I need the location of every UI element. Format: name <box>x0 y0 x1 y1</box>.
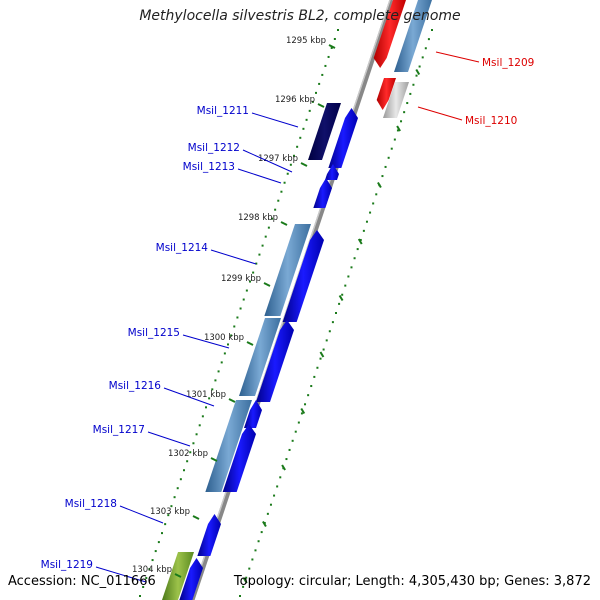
kbp-tick: 1298 kbp <box>238 213 288 226</box>
gene-label-text: Msil_1219 <box>41 559 93 571</box>
kbp-tick-mark <box>192 515 200 520</box>
gene-label-text: Msil_1209 <box>482 57 534 69</box>
kbp-tick-mark <box>246 341 254 346</box>
gene-msil-1210-arrow <box>376 78 396 110</box>
gene-msil-1215-cog <box>239 318 281 396</box>
gene-leader-line <box>182 334 230 349</box>
gene-msil-1215-arrow <box>256 320 294 402</box>
gene-label-text: Msil_1212 <box>188 142 240 154</box>
kbp-tick-mark <box>210 457 218 462</box>
kbp-tick-mark <box>328 44 336 49</box>
gene-leader-line <box>119 505 164 524</box>
kbp-tick-label: 1298 kbp <box>238 213 278 223</box>
gene-msil-1216-arrow <box>244 400 262 428</box>
gene-label-text: Msil_1217 <box>93 424 145 436</box>
kbp-tick: 1301 kbp <box>186 390 236 403</box>
gene-msil-1213b-arrow <box>313 178 332 208</box>
gene-label-msil-1209: Msil_1209 <box>435 51 534 69</box>
kbp-tick: 1295 kbp <box>286 36 336 49</box>
gene-msil-1219-arrow <box>179 558 203 600</box>
genome-title: Methylocella silvestris BL2, complete ge… <box>139 8 461 24</box>
gene-leader-line <box>435 51 480 63</box>
kbp-tick-label: 1297 kbp <box>258 154 298 164</box>
gene-msil-1211-arrow <box>328 108 358 168</box>
gene-label-msil-1214: Msil_1214 <box>156 242 257 265</box>
gene-leader-line <box>210 249 257 265</box>
gene-msil-1214-arrow <box>282 230 324 322</box>
kbp-tick: 1296 kbp <box>275 95 325 108</box>
gene-label-msil-1218: Msil_1218 <box>65 498 164 524</box>
kbp-tick-label: 1295 kbp <box>286 36 326 46</box>
gene-leader-line <box>242 149 293 173</box>
gene-msil-1213a-arrow <box>325 164 339 180</box>
kbp-tick-label: 1300 kbp <box>204 333 244 343</box>
outer-dotted-track <box>239 29 433 597</box>
gene-msil-1211-cog <box>308 103 341 160</box>
gene-leader-line <box>163 387 215 407</box>
kbp-tick-mark <box>174 573 182 578</box>
gene-label-text: Msil_1213 <box>183 161 235 173</box>
gene-leader-line <box>251 112 299 128</box>
accession-text: Accession: NC_011666 <box>8 574 156 589</box>
gene-label-text: Msil_1218 <box>65 498 117 510</box>
kbp-tick-label: 1304 kbp <box>132 565 172 575</box>
kbp-tick-mark <box>317 103 325 108</box>
kbp-tick: 1299 kbp <box>221 274 271 287</box>
gene-msil-1217-cog <box>205 400 252 492</box>
kbp-tick-mark <box>263 282 271 287</box>
kbp-tick-mark <box>300 162 308 167</box>
summary-text: Topology: circular; Length: 4,305,430 bp… <box>233 574 591 589</box>
kbp-tick-label: 1296 kbp <box>275 95 315 105</box>
gene-label-msil-1217: Msil_1217 <box>93 424 191 447</box>
gene-label-msil-1211: Msil_1211 <box>197 105 299 128</box>
gene-msil-1210-cog <box>383 82 409 118</box>
gene-label-msil-1219: Msil_1219 <box>41 559 147 583</box>
gene-leader-line <box>417 106 463 121</box>
gene-label-text: Msil_1214 <box>156 242 209 254</box>
gene-label-msil-1212: Msil_1212 <box>188 142 293 173</box>
gene-label-text: Msil_1211 <box>197 105 249 117</box>
gene-leader-line <box>237 168 282 184</box>
outer-track-dashes <box>242 68 421 584</box>
kbp-tick-mark <box>228 398 236 403</box>
kbp-tick-label: 1299 kbp <box>221 274 261 284</box>
kbp-tick-label: 1302 kbp <box>168 449 208 459</box>
kbp-tick-label: 1301 kbp <box>186 390 226 400</box>
gene-label-text: Msil_1215 <box>128 327 180 339</box>
gene-label-msil-1210: Msil_1210 <box>417 106 517 127</box>
gene-leader-line <box>147 431 191 447</box>
kbp-tick: 1302 kbp <box>168 449 218 462</box>
kbp-tick-mark <box>280 221 288 226</box>
gene-msil-1217-arrow <box>222 424 256 492</box>
kbp-tick-label: 1303 kbp <box>150 507 190 517</box>
kbp-tick: 1303 kbp <box>150 507 200 520</box>
gene-msil-1218-arrow <box>197 514 221 556</box>
inner-dotted-track <box>139 29 339 597</box>
kbp-tick: 1297 kbp <box>258 154 308 167</box>
gene-msil-1209-cog <box>394 0 432 72</box>
gene-label-msil-1215: Msil_1215 <box>128 327 230 349</box>
gene-msil-1209-arrow <box>373 0 406 68</box>
gene-leader-line <box>95 566 147 583</box>
gene-msil-1214-cog <box>264 224 311 316</box>
kbp-tick: 1300 kbp <box>204 333 254 346</box>
gene-label-msil-1213: Msil_1213 <box>183 161 282 184</box>
gene-label-text: Msil_1210 <box>465 115 517 127</box>
kbp-tick: 1304 kbp <box>132 565 182 578</box>
gene-label-text: Msil_1216 <box>109 380 162 392</box>
gene-label-msil-1216: Msil_1216 <box>109 380 215 407</box>
